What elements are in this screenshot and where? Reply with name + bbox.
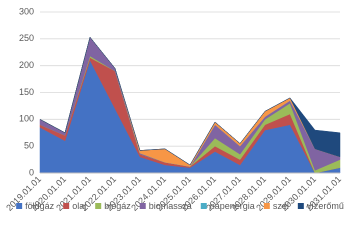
chart: 0501001502002503002019.01.012020.01.0120… [4, 6, 344, 213]
area [39, 36, 341, 166]
y-tick-label: 50 [24, 141, 34, 151]
y-tick-label: 200 [19, 60, 34, 70]
legend-marker [263, 203, 270, 209]
legend-label: biomassza [149, 201, 192, 211]
y-tick-label: 100 [19, 114, 34, 124]
legend-marker [297, 203, 304, 209]
legend-label: olaj [72, 201, 86, 211]
y-tick-label: 250 [19, 33, 34, 43]
legend-label: biogáz [104, 201, 131, 211]
legend-label: vízerőmű [307, 201, 344, 211]
y-tick-label: 300 [19, 6, 34, 16]
legend: földgáz olaj biogáz biomassza napenergia szél… [16, 201, 344, 211]
legend-label: földgáz [25, 201, 55, 211]
y-tick-label: 150 [19, 87, 34, 97]
legend-marker [200, 203, 207, 209]
legend-marker [16, 203, 23, 209]
legend-marker [63, 203, 70, 209]
legend-label: szél [273, 201, 289, 211]
legend-label: napenergia [210, 201, 255, 211]
legend-marker [139, 203, 146, 209]
y-tick-label: 0 [29, 167, 34, 177]
legend-marker [95, 203, 102, 209]
